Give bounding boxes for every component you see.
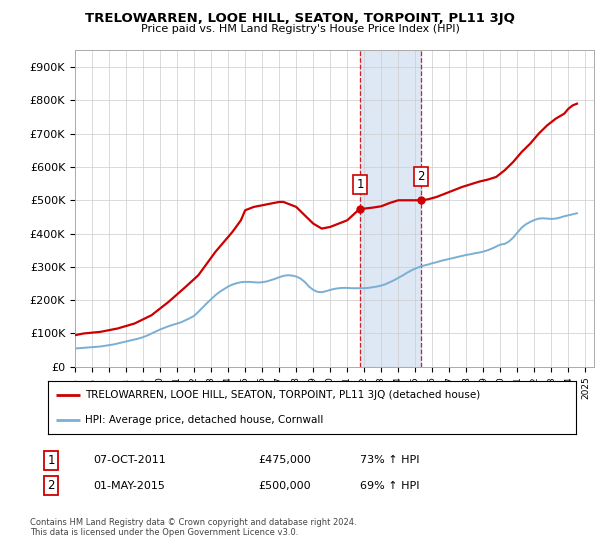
Text: 2: 2 (47, 479, 55, 492)
Text: £475,000: £475,000 (258, 455, 311, 465)
Text: 73% ↑ HPI: 73% ↑ HPI (360, 455, 419, 465)
Text: 69% ↑ HPI: 69% ↑ HPI (360, 480, 419, 491)
Text: HPI: Average price, detached house, Cornwall: HPI: Average price, detached house, Corn… (85, 414, 323, 424)
Text: £500,000: £500,000 (258, 480, 311, 491)
Text: TRELOWARREN, LOOE HILL, SEATON, TORPOINT, PL11 3JQ: TRELOWARREN, LOOE HILL, SEATON, TORPOINT… (85, 12, 515, 25)
Text: 1: 1 (47, 454, 55, 467)
Text: 2: 2 (417, 170, 425, 183)
Text: Contains HM Land Registry data © Crown copyright and database right 2024.
This d: Contains HM Land Registry data © Crown c… (30, 518, 356, 538)
Text: 07-OCT-2011: 07-OCT-2011 (93, 455, 166, 465)
Text: 1: 1 (356, 178, 364, 192)
Text: 01-MAY-2015: 01-MAY-2015 (93, 480, 165, 491)
Bar (360, 50, 421, 367)
Text: TRELOWARREN, LOOE HILL, SEATON, TORPOINT, PL11 3JQ (detached house): TRELOWARREN, LOOE HILL, SEATON, TORPOINT… (85, 390, 480, 400)
Text: Price paid vs. HM Land Registry's House Price Index (HPI): Price paid vs. HM Land Registry's House … (140, 24, 460, 34)
